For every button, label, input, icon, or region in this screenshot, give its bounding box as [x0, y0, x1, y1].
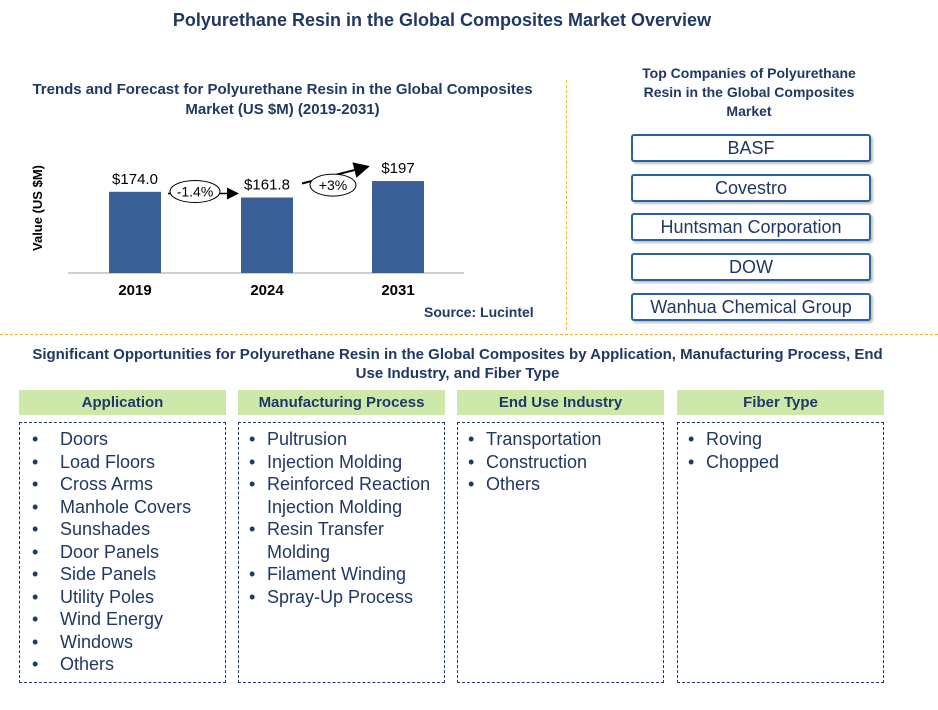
category-box-manufacturing-process: Pultrusion Injection Molding Reinforced …	[238, 422, 445, 683]
list-item: Side Panels	[20, 563, 225, 586]
source-note: Source: Lucintel	[424, 304, 534, 320]
list-item: Chopped	[678, 451, 883, 474]
list-item: Load Floors	[20, 451, 225, 474]
application-list: Doors Load Floors Cross Arms Manhole Cov…	[20, 423, 225, 676]
end-use-industry-list: Transportation Construction Others	[458, 423, 663, 496]
page-title: Polyurethane Resin in the Global Composi…	[172, 10, 712, 30]
horizontal-divider	[0, 334, 938, 335]
data-label-2031: $197	[381, 160, 414, 177]
fiber-type-list: Roving Chopped	[678, 423, 883, 473]
list-item: Manhole Covers	[20, 496, 225, 519]
bar-2024	[241, 197, 293, 273]
list-item: Others	[20, 653, 225, 676]
list-item: Cross Arms	[20, 473, 225, 496]
company-dow: DOW	[631, 253, 871, 281]
list-item: Construction	[458, 451, 663, 474]
category-box-end-use-industry: Transportation Construction Others	[457, 422, 664, 683]
x-tick-label-2031: 2031	[381, 282, 414, 299]
y-axis-label: Value (US $M)	[30, 165, 45, 251]
growth-badge-2024-2031	[309, 173, 357, 197]
growth-label-2024-2031: +3%	[319, 177, 347, 193]
category-header-application: Application	[19, 390, 226, 415]
list-item: Sunshades	[20, 518, 225, 541]
x-tick-label-2024: 2024	[250, 282, 284, 299]
list-item: Roving	[678, 428, 883, 451]
data-label-2024: $161.8	[244, 176, 290, 193]
bar-2031	[372, 181, 424, 273]
x-tick-label-2019: 2019	[118, 282, 151, 299]
data-label-2019: $174.0	[112, 171, 158, 188]
list-item: Wind Energy	[20, 608, 225, 631]
list-item: Transportation	[458, 428, 663, 451]
list-item: Doors	[20, 428, 225, 451]
growth-badge-2019-2024	[169, 179, 221, 203]
list-item: Door Panels	[20, 541, 225, 564]
growth-label-2019-2024: -1.4%	[177, 183, 214, 199]
list-item: Utility Poles	[20, 586, 225, 609]
company-basf: BASF	[631, 134, 871, 162]
list-item: Reinforced Reaction Injection Molding	[239, 473, 444, 518]
category-header-end-use-industry: End Use Industry	[457, 390, 664, 415]
list-item: Resin Transfer Molding	[239, 518, 444, 563]
category-box-fiber-type: Roving Chopped	[677, 422, 884, 683]
category-header-fiber-type: Fiber Type	[677, 390, 884, 415]
manufacturing-process-list: Pultrusion Injection Molding Reinforced …	[239, 423, 444, 608]
chart-title: Trends and Forecast for Polyurethane Res…	[32, 81, 533, 118]
list-item: Spray-Up Process	[239, 586, 444, 609]
bar-chart: Value (US $M) $174.0 2019 $161.8 2024 $197 20…	[30, 160, 464, 299]
category-header-manufacturing-process: Manufacturing Process	[238, 390, 445, 415]
company-covestro: Covestro	[631, 174, 871, 202]
list-item: Others	[458, 473, 663, 496]
companies-title: Top Companies of Polyurethane Resin in t…	[642, 65, 856, 119]
bar-2019	[109, 191, 161, 273]
list-item: Pultrusion	[239, 428, 444, 451]
company-wanhua: Wanhua Chemical Group	[631, 293, 871, 321]
list-item: Windows	[20, 631, 225, 654]
list-item: Filament Winding	[239, 563, 444, 586]
opportunities-title: Significant Opportunities for Polyuretha…	[32, 346, 883, 382]
company-huntsman: Huntsman Corporation	[631, 213, 871, 241]
list-item: Injection Molding	[239, 451, 444, 474]
vertical-divider	[566, 80, 567, 330]
category-box-application: Doors Load Floors Cross Arms Manhole Cov…	[19, 422, 226, 683]
